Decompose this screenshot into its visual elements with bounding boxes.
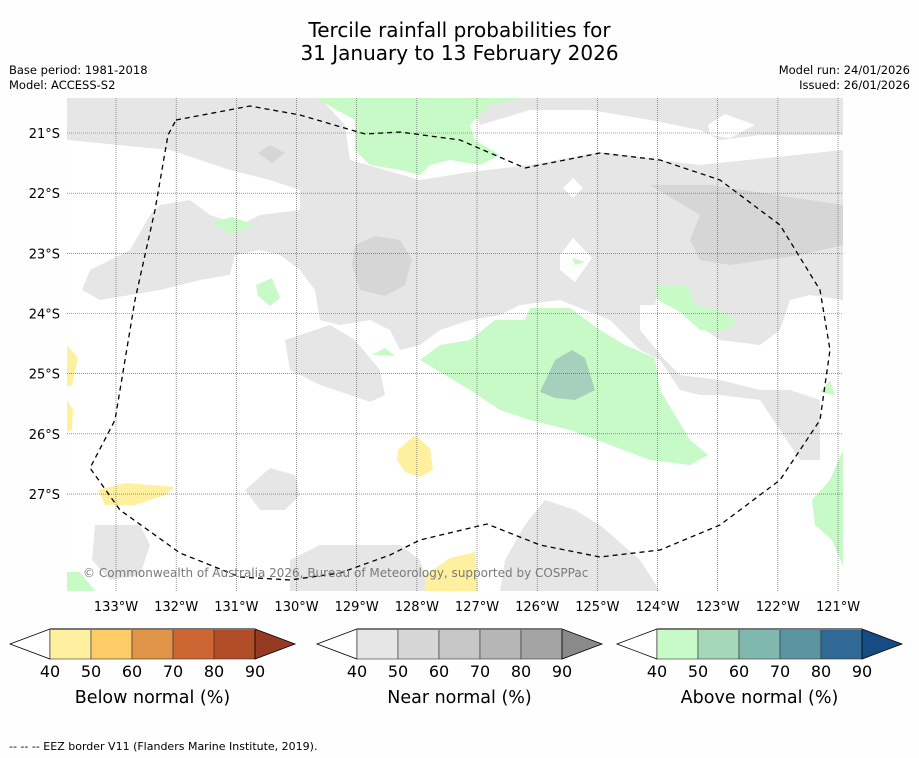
colorbar-tick: 70: [163, 662, 183, 681]
colorbar-label: Below normal (%): [75, 688, 230, 708]
colorbar-swatch: [656, 628, 699, 660]
white-gap: [560, 114, 755, 282]
lon-label: 130°W: [274, 600, 318, 615]
lon-label: 128°W: [395, 600, 439, 615]
colorbar-low-arrow: [315, 628, 358, 660]
latitude-labels: 21°S 22°S 23°S 24°S 25°S 26°S 27°S: [29, 127, 60, 503]
lon-label: 125°W: [575, 600, 619, 615]
colorbar-high-arrow: [561, 628, 604, 660]
model-name: Model: ACCESS-S2: [9, 78, 116, 92]
colorbar-tick: 40: [40, 662, 60, 681]
colorbar-high-arrow: [254, 628, 297, 660]
gridlines: [67, 98, 843, 591]
colorbar-tick: 80: [204, 662, 224, 681]
eez-border: [89, 105, 831, 581]
colorbar-2: 40 50 60 70 80 90 Above normal (%): [615, 628, 904, 708]
colorbar-low-arrow: [615, 628, 658, 660]
colorbar-tick: 60: [429, 662, 449, 681]
above-normal-dark-region: [540, 350, 595, 400]
lon-label: 124°W: [635, 600, 679, 615]
colorbar-swatch: [738, 628, 781, 660]
figure-title: Tercile rainfall probabilities for 31 Ja…: [0, 19, 919, 65]
near-normal-region: [470, 98, 843, 140]
colorbar-tick: 40: [647, 662, 667, 681]
colorbar-swatch: [820, 628, 863, 660]
colorbar-label: Above normal (%): [681, 688, 839, 708]
lat-label: 27°S: [29, 488, 60, 503]
lat-label: 26°S: [29, 428, 60, 443]
lon-label: 126°W: [515, 600, 559, 615]
colorbar-tick: 70: [770, 662, 790, 681]
near-normal-region: [290, 545, 430, 591]
meta-right: Model run: 24/01/2026 Issued: 26/01/2026: [779, 63, 910, 93]
colorbar-swatch: [779, 628, 822, 660]
colorbar-swatch: [213, 628, 256, 660]
lon-label: 131°W: [214, 600, 258, 615]
colorbar-tick: 50: [388, 662, 408, 681]
lon-label: 129°W: [335, 600, 379, 615]
colorbar-swatch: [697, 628, 740, 660]
eez-footnote: -- -- -- EEZ border V11 (Flanders Marine…: [9, 740, 318, 753]
issued-date: Issued: 26/01/2026: [799, 78, 910, 92]
colorbar-tick: 90: [552, 662, 572, 681]
colorbar-tick: 90: [245, 662, 265, 681]
colorbar-tick: 40: [347, 662, 367, 681]
colorbar-tick: 60: [122, 662, 142, 681]
near-normal-region: [92, 525, 150, 580]
above-normal-region: [315, 98, 520, 175]
lon-label: 132°W: [154, 600, 198, 615]
colorbar-high-arrow: [861, 628, 904, 660]
colorbar-1: 40 50 60 70 80 90 Near normal (%): [315, 628, 604, 708]
colorbar-swatch: [356, 628, 399, 660]
lon-label: 123°W: [696, 600, 740, 615]
base-period: Base period: 1981-2018: [9, 63, 148, 77]
lat-label: 21°S: [29, 127, 60, 142]
meta-left: Base period: 1981-2018 Model: ACCESS-S2: [9, 63, 148, 93]
lon-label: 133°W: [94, 600, 138, 615]
near-normal-dark-region: [352, 236, 412, 296]
colorbar-label: Near normal (%): [387, 688, 532, 708]
map-area: © Commonwealth of Australia 2026, Bureau…: [67, 98, 843, 591]
colorbar-tick: 60: [729, 662, 749, 681]
colorbar-swatch: [520, 628, 563, 660]
colorbars: 40 50 60 70 80 90 Below normal (%) 40 50 60 70 80 90…: [8, 628, 904, 708]
colorbar-tick: 90: [852, 662, 872, 681]
lon-label: 121°W: [816, 600, 860, 615]
copyright-text: © Commonwealth of Australia 2026, Bureau…: [83, 566, 588, 580]
colorbar-swatch: [397, 628, 440, 660]
lat-label: 23°S: [29, 247, 60, 262]
colorbar-low-arrow: [8, 628, 51, 660]
colorbar-swatch: [49, 628, 92, 660]
colorbar-tick: 80: [511, 662, 531, 681]
lat-label: 25°S: [29, 368, 60, 383]
near-normal-region: [245, 468, 300, 510]
colorbar-swatch: [438, 628, 481, 660]
colorbar-swatch: [131, 628, 174, 660]
near-normal-dark-region: [258, 145, 285, 163]
colorbar-swatch: [479, 628, 522, 660]
colorbar-tick: 70: [470, 662, 490, 681]
colorbar-tick: 80: [811, 662, 831, 681]
near-normal-region: [285, 325, 385, 402]
title-line-2: 31 January to 13 February 2026: [300, 41, 619, 65]
title-line-1: Tercile rainfall probabilities for: [308, 18, 611, 42]
near-normal-dark-region: [650, 185, 843, 265]
map-svg: © Commonwealth of Australia 2026, Bureau…: [8, 98, 904, 708]
colorbar-swatch: [90, 628, 133, 660]
model-run: Model run: 24/01/2026: [778, 63, 910, 77]
colorbar-0: 40 50 60 70 80 90 Below normal (%): [8, 628, 297, 708]
lat-label: 22°S: [29, 187, 60, 202]
colorbar-tick: 50: [688, 662, 708, 681]
lat-label: 24°S: [29, 308, 60, 323]
lon-label: 127°W: [455, 600, 499, 615]
longitude-labels: 133°W 132°W 131°W 130°W 129°W 128°W 127°W 126°W…: [94, 600, 860, 615]
near-normal-region: [67, 98, 843, 460]
colorbar-swatch: [172, 628, 215, 660]
lon-label: 122°W: [756, 600, 800, 615]
colorbar-tick: 50: [81, 662, 101, 681]
near-normal-region: [500, 500, 660, 591]
